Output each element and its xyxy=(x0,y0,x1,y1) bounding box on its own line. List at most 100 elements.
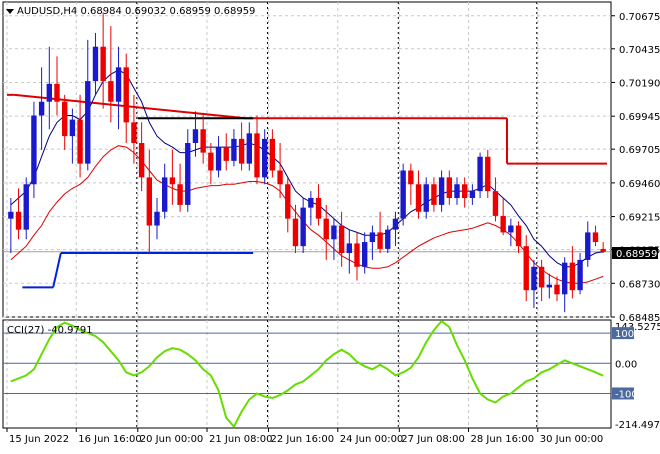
candle-body xyxy=(8,211,14,219)
price-tick-label: 0.69215 xyxy=(619,213,660,224)
candle-body xyxy=(300,207,306,247)
candle xyxy=(185,129,191,212)
candle xyxy=(554,276,560,302)
price-tick-label: 0.70675 xyxy=(619,12,660,23)
candle-body xyxy=(592,232,599,243)
candle xyxy=(585,221,591,267)
price-tick-label: 0.69705 xyxy=(619,145,660,156)
candle xyxy=(15,188,22,240)
candle-body xyxy=(538,266,545,288)
candle-body xyxy=(338,225,345,254)
candle xyxy=(62,94,68,150)
candle xyxy=(577,253,583,295)
candle-body xyxy=(515,225,522,247)
time-tick-label: 30 Jun 00:00 xyxy=(540,434,604,445)
candle-body xyxy=(508,225,514,233)
candle-body xyxy=(15,211,22,230)
candle-body xyxy=(154,211,160,226)
candle xyxy=(462,177,468,208)
candle xyxy=(108,26,114,123)
candle-body xyxy=(169,177,176,185)
candle-body xyxy=(262,138,268,178)
candle xyxy=(362,232,368,274)
candle-body xyxy=(177,184,183,205)
level-lines xyxy=(7,93,607,289)
candle-body xyxy=(600,248,606,252)
time-tick-label: 21 Jun 08:00 xyxy=(209,434,273,445)
candle xyxy=(146,149,152,254)
candle-body xyxy=(431,184,437,205)
candle-body xyxy=(231,138,237,161)
candle xyxy=(254,115,260,185)
candle xyxy=(8,198,14,254)
current-price-label: 0.68959 xyxy=(616,249,657,260)
candle-body xyxy=(438,177,445,205)
candle xyxy=(292,204,299,254)
time-tick-label: 24 Jun 00:00 xyxy=(340,434,404,445)
time-tick-label: 16 Jun 16:00 xyxy=(78,434,142,445)
cci-header: CCI(27) -40.9791 xyxy=(7,325,93,336)
cci-indicator xyxy=(3,319,611,429)
cci-tick-label: 143.5275 xyxy=(615,322,660,333)
candle xyxy=(408,163,414,205)
candle-body xyxy=(92,46,99,82)
candle-body xyxy=(23,184,29,230)
candle-body xyxy=(546,284,552,288)
candle xyxy=(277,142,283,199)
candle xyxy=(523,235,529,302)
candle xyxy=(569,246,576,299)
candle xyxy=(415,170,422,219)
grid xyxy=(3,2,611,428)
candle-body xyxy=(354,243,360,267)
cci-tick-label: -214.4976 xyxy=(615,420,660,431)
candle-body xyxy=(446,177,452,199)
time-tick-label: 20 Jun 00:00 xyxy=(140,434,204,445)
candle-body xyxy=(315,198,322,219)
candle-body xyxy=(269,138,276,171)
candle xyxy=(123,53,129,143)
candle xyxy=(38,67,45,150)
candle-body xyxy=(100,46,106,82)
candle-body xyxy=(369,232,376,243)
candle xyxy=(23,177,29,240)
candle xyxy=(85,39,91,171)
candle xyxy=(546,273,552,299)
candle-body xyxy=(577,259,583,291)
cci-tick-label: 0.00 xyxy=(615,359,637,370)
candle-body xyxy=(377,232,383,249)
candle-body xyxy=(238,138,245,164)
candle-body xyxy=(285,184,291,219)
candle-body xyxy=(569,262,576,291)
candle-body xyxy=(38,101,45,116)
candle xyxy=(138,122,145,192)
candle xyxy=(323,204,329,260)
candle-body xyxy=(462,184,468,199)
candle-body xyxy=(454,184,460,199)
candle xyxy=(300,198,306,254)
candle-body xyxy=(123,67,129,123)
candle-body xyxy=(31,115,37,185)
candle xyxy=(469,184,476,205)
chevron-down-icon[interactable] xyxy=(6,9,14,14)
candle-body xyxy=(400,170,406,219)
candle xyxy=(177,163,183,212)
candle-body xyxy=(562,262,568,295)
candle xyxy=(400,163,406,226)
blue-level-connector xyxy=(52,252,62,288)
candle-body xyxy=(69,119,76,137)
candle-body xyxy=(531,266,537,291)
candle-body xyxy=(162,177,168,212)
candle-body xyxy=(108,81,114,102)
candle xyxy=(115,46,122,130)
candle-body xyxy=(85,81,91,164)
cci-line xyxy=(10,319,604,429)
price-tick-label: 0.68730 xyxy=(619,279,660,290)
candle xyxy=(354,232,360,281)
candle xyxy=(562,257,568,313)
candle-body xyxy=(246,133,252,164)
candle-body xyxy=(585,232,591,260)
cci-level-tag xyxy=(612,327,634,340)
candle xyxy=(208,142,214,185)
candle xyxy=(477,152,483,199)
